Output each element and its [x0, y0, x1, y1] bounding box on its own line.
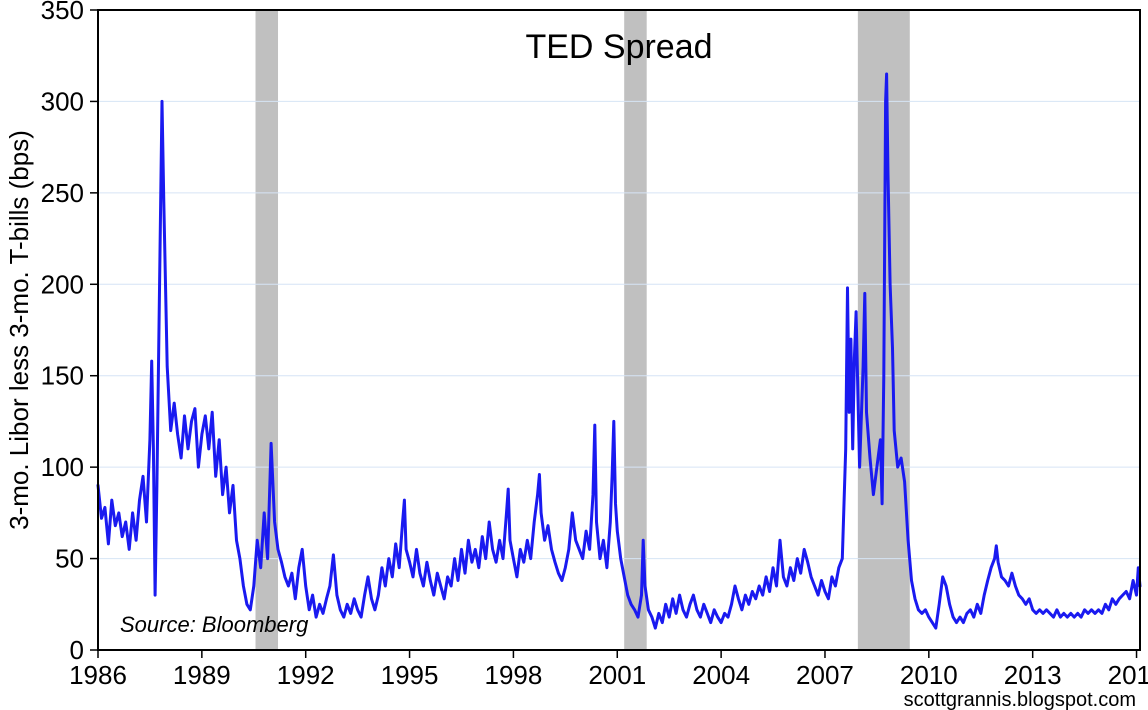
y-tick-label: 0	[70, 635, 84, 665]
attribution-label: scottgrannis.blogspot.com	[904, 689, 1136, 710]
y-tick-label: 100	[41, 452, 84, 482]
x-tick-label: 1998	[484, 660, 542, 690]
chart-container: 1986198919921995199820012004200720102013…	[0, 0, 1148, 710]
x-tick-label: 2001	[588, 660, 646, 690]
source-label: Source: Bloomberg	[120, 612, 309, 637]
chart-svg: 1986198919921995199820012004200720102013…	[0, 0, 1148, 710]
x-tick-label: 2013	[1004, 660, 1062, 690]
y-tick-label: 250	[41, 178, 84, 208]
y-tick-label: 350	[41, 0, 84, 25]
chart-title: TED Spread	[525, 28, 712, 66]
x-tick-label: 2010	[900, 660, 958, 690]
y-tick-label: 50	[55, 544, 84, 574]
x-tick-label: 2016	[1108, 660, 1148, 690]
x-tick-label: 2007	[796, 660, 854, 690]
chart-bg	[0, 0, 1148, 710]
x-tick-label: 1995	[381, 660, 439, 690]
x-tick-label: 2004	[692, 660, 750, 690]
y-tick-label: 150	[41, 361, 84, 391]
y-tick-label: 300	[41, 86, 84, 116]
y-tick-label: 200	[41, 269, 84, 299]
y-axis-label: 3-mo. Libor less 3-mo. T-bills (bps)	[4, 130, 34, 530]
x-tick-label: 1989	[173, 660, 231, 690]
x-tick-label: 1992	[277, 660, 335, 690]
